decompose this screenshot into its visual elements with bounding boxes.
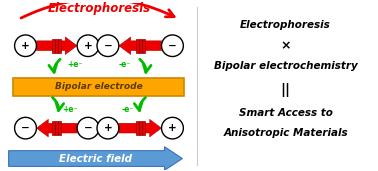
Text: Bipolar electrochemistry: Bipolar electrochemistry: [214, 61, 358, 71]
Text: −: −: [84, 123, 93, 133]
Bar: [52, 121, 61, 135]
Circle shape: [77, 117, 99, 139]
FancyArrowPatch shape: [49, 59, 60, 72]
Bar: [12, 78, 184, 96]
Circle shape: [97, 35, 119, 57]
Text: +: +: [21, 41, 30, 51]
Text: −: −: [168, 41, 177, 51]
Circle shape: [161, 117, 183, 139]
FancyArrowPatch shape: [21, 0, 174, 18]
Text: +e⁻: +e⁻: [67, 60, 83, 69]
FancyArrowPatch shape: [134, 97, 146, 111]
Text: -e⁻: -e⁻: [122, 105, 134, 114]
Circle shape: [161, 35, 183, 57]
Circle shape: [15, 35, 36, 57]
Text: −: −: [104, 41, 112, 51]
Text: Electrophoresis: Electrophoresis: [47, 2, 150, 15]
FancyArrowPatch shape: [53, 97, 64, 111]
Text: Electric field: Electric field: [59, 154, 132, 163]
Bar: [136, 121, 145, 135]
FancyArrow shape: [36, 37, 77, 55]
FancyArrow shape: [119, 37, 161, 55]
Circle shape: [97, 117, 119, 139]
Text: ×: ×: [280, 39, 291, 52]
FancyArrow shape: [119, 119, 161, 137]
Text: Smart Access to: Smart Access to: [239, 108, 333, 118]
Text: -e⁻: -e⁻: [119, 60, 131, 69]
FancyArrowPatch shape: [140, 59, 151, 72]
FancyArrow shape: [36, 119, 77, 137]
FancyArrow shape: [9, 147, 182, 170]
Text: Electrophoresis: Electrophoresis: [240, 20, 331, 30]
Text: +: +: [84, 41, 93, 51]
Circle shape: [77, 35, 99, 57]
Text: +: +: [104, 123, 112, 133]
Text: Bipolar electrode: Bipolar electrode: [54, 82, 143, 91]
Circle shape: [15, 117, 36, 139]
Text: −: −: [21, 123, 30, 133]
Text: Anisotropic Materials: Anisotropic Materials: [223, 128, 348, 138]
Bar: [136, 39, 145, 53]
Text: +: +: [168, 123, 177, 133]
Bar: [52, 39, 61, 53]
Text: +e⁻: +e⁻: [62, 105, 78, 114]
Text: ||: ||: [280, 83, 291, 97]
